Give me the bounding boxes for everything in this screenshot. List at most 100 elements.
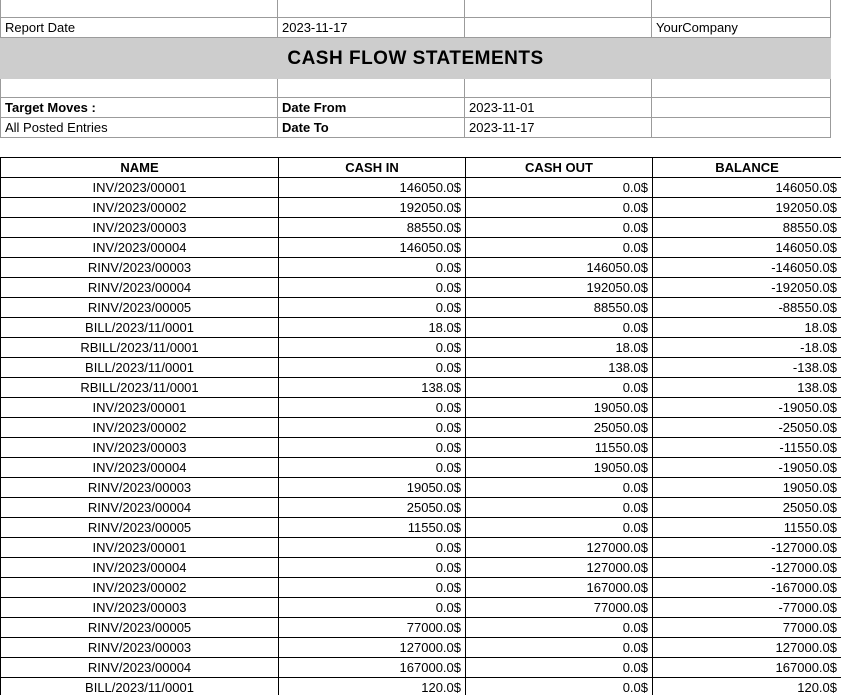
empty-cell xyxy=(278,0,465,18)
row-value-cell: 0.0$ xyxy=(465,677,653,695)
table-row: INV/2023/00001 146050.0$ 0.0$ 146050.0$ xyxy=(0,177,841,198)
row-value-cell: 19050.0$ xyxy=(465,457,653,478)
row-value-cell: 11550.0$ xyxy=(465,437,653,458)
row-value-cell: 127000.0$ xyxy=(278,637,466,658)
row-value-cell: 19050.0$ xyxy=(652,477,841,498)
row-name-cell: RINV/2023/00005 xyxy=(0,617,279,638)
table-row: INV/2023/00001 0.0$ 127000.0$ -127000.0$ xyxy=(0,537,841,558)
table-row: INV/2023/00004 146050.0$ 0.0$ 146050.0$ xyxy=(0,237,841,258)
row-name-cell: RINV/2023/00003 xyxy=(0,477,279,498)
row-value-cell: -88550.0$ xyxy=(652,297,841,318)
row-value-cell: 0.0$ xyxy=(465,317,653,338)
row-value-cell: 192050.0$ xyxy=(465,277,653,298)
table-row: RINV/2023/00003 19050.0$ 0.0$ 19050.0$ xyxy=(0,477,841,498)
row-value-cell: 0.0$ xyxy=(278,577,466,598)
empty-cell xyxy=(652,79,831,98)
row-value-cell: 146050.0$ xyxy=(652,237,841,258)
row-value-cell: 146050.0$ xyxy=(652,177,841,198)
empty-cell xyxy=(465,0,652,18)
row-value-cell: 25050.0$ xyxy=(278,497,466,518)
table-row: RBILL/2023/11/0001 138.0$ 0.0$ 138.0$ xyxy=(0,377,841,398)
date-from-label: Date From xyxy=(278,98,465,118)
empty-cell xyxy=(465,79,652,98)
row-value-cell: 192050.0$ xyxy=(652,197,841,218)
report-date-value: 2023-11-17 xyxy=(278,18,465,38)
spacer xyxy=(0,138,841,157)
row-value-cell: -192050.0$ xyxy=(652,277,841,298)
row-value-cell: -77000.0$ xyxy=(652,597,841,618)
empty-cell xyxy=(652,98,831,118)
row-value-cell: -25050.0$ xyxy=(652,417,841,438)
row-value-cell: 0.0$ xyxy=(278,417,466,438)
row-name-cell: INV/2023/00001 xyxy=(0,177,279,198)
row-value-cell: 18.0$ xyxy=(278,317,466,338)
row-value-cell: -167000.0$ xyxy=(652,577,841,598)
table-row: RBILL/2023/11/0001 0.0$ 18.0$ -18.0$ xyxy=(0,337,841,358)
report-title: CASH FLOW STATEMENTS xyxy=(287,47,544,69)
filters-grid: Target Moves : Date From 2023-11-01 All … xyxy=(0,79,841,138)
row-value-cell: 167000.0$ xyxy=(465,577,653,598)
row-value-cell: 146050.0$ xyxy=(278,177,466,198)
row-value-cell: 127000.0$ xyxy=(652,637,841,658)
row-value-cell: 77000.0$ xyxy=(465,597,653,618)
row-name-cell: RINV/2023/00004 xyxy=(0,277,279,298)
row-name-cell: INV/2023/00003 xyxy=(0,437,279,458)
empty-cell xyxy=(465,18,652,38)
table-row: INV/2023/00002 0.0$ 25050.0$ -25050.0$ xyxy=(0,417,841,438)
row-value-cell: 0.0$ xyxy=(278,297,466,318)
row-value-cell: 138.0$ xyxy=(465,357,653,378)
row-value-cell: 0.0$ xyxy=(278,357,466,378)
row-name-cell: RINV/2023/00005 xyxy=(0,517,279,538)
row-value-cell: -19050.0$ xyxy=(652,457,841,478)
row-value-cell: 138.0$ xyxy=(278,377,466,398)
row-value-cell: 0.0$ xyxy=(465,637,653,658)
date-from-value: 2023-11-01 xyxy=(465,98,652,118)
row-value-cell: 127000.0$ xyxy=(465,557,653,578)
table-row: INV/2023/00004 0.0$ 19050.0$ -19050.0$ xyxy=(0,457,841,478)
table-row: BILL/2023/11/0001 18.0$ 0.0$ 18.0$ xyxy=(0,317,841,338)
row-value-cell: 0.0$ xyxy=(465,517,653,538)
row-value-cell: 0.0$ xyxy=(278,597,466,618)
row-value-cell: -146050.0$ xyxy=(652,257,841,278)
row-value-cell: -127000.0$ xyxy=(652,557,841,578)
row-value-cell: -127000.0$ xyxy=(652,537,841,558)
row-value-cell: -19050.0$ xyxy=(652,397,841,418)
table-row: INV/2023/00003 0.0$ 11550.0$ -11550.0$ xyxy=(0,437,841,458)
row-value-cell: 88550.0$ xyxy=(278,217,466,238)
row-value-cell: 0.0$ xyxy=(278,257,466,278)
row-value-cell: 146050.0$ xyxy=(278,237,466,258)
table-row: BILL/2023/11/0001 0.0$ 138.0$ -138.0$ xyxy=(0,357,841,378)
row-value-cell: -11550.0$ xyxy=(652,437,841,458)
row-value-cell: 11550.0$ xyxy=(278,517,466,538)
row-value-cell: 0.0$ xyxy=(278,277,466,298)
table-row: RINV/2023/00004 0.0$ 192050.0$ -192050.0$ xyxy=(0,277,841,298)
row-value-cell: 0.0$ xyxy=(278,557,466,578)
table-row: RINV/2023/00005 0.0$ 88550.0$ -88550.0$ xyxy=(0,297,841,318)
cash-table-body: INV/2023/00001 146050.0$ 0.0$ 146050.0$ INV/… xyxy=(0,177,841,695)
table-row: RINV/2023/00003 0.0$ 146050.0$ -146050.0$ xyxy=(0,257,841,278)
row-value-cell: 120.0$ xyxy=(278,677,466,695)
row-name-cell: INV/2023/00001 xyxy=(0,397,279,418)
row-name-cell: INV/2023/00003 xyxy=(0,217,279,238)
company-name: YourCompany xyxy=(652,18,831,38)
row-value-cell: 18.0$ xyxy=(465,337,653,358)
row-value-cell: 120.0$ xyxy=(652,677,841,695)
row-value-cell: 25050.0$ xyxy=(652,497,841,518)
row-value-cell: 77000.0$ xyxy=(278,617,466,638)
report-header-grid: Report Date 2023-11-17 YourCompany xyxy=(0,0,841,38)
row-value-cell: 0.0$ xyxy=(278,437,466,458)
row-value-cell: 25050.0$ xyxy=(465,417,653,438)
table-row: RINV/2023/00004 25050.0$ 0.0$ 25050.0$ xyxy=(0,497,841,518)
row-name-cell: INV/2023/00003 xyxy=(0,597,279,618)
col-header-name: NAME xyxy=(0,157,279,178)
date-to-value: 2023-11-17 xyxy=(465,118,652,138)
row-name-cell: RINV/2023/00003 xyxy=(0,257,279,278)
row-name-cell: INV/2023/00004 xyxy=(0,457,279,478)
table-row: RINV/2023/00003 127000.0$ 0.0$ 127000.0$ xyxy=(0,637,841,658)
row-value-cell: 77000.0$ xyxy=(652,617,841,638)
table-row: RINV/2023/00005 11550.0$ 0.0$ 11550.0$ xyxy=(0,517,841,538)
cash-flow-table: NAME CASH IN CASH OUT BALANCE INV/2023/0… xyxy=(0,157,841,695)
table-row: INV/2023/00004 0.0$ 127000.0$ -127000.0$ xyxy=(0,557,841,578)
row-value-cell: 18.0$ xyxy=(652,317,841,338)
row-value-cell: 0.0$ xyxy=(465,477,653,498)
